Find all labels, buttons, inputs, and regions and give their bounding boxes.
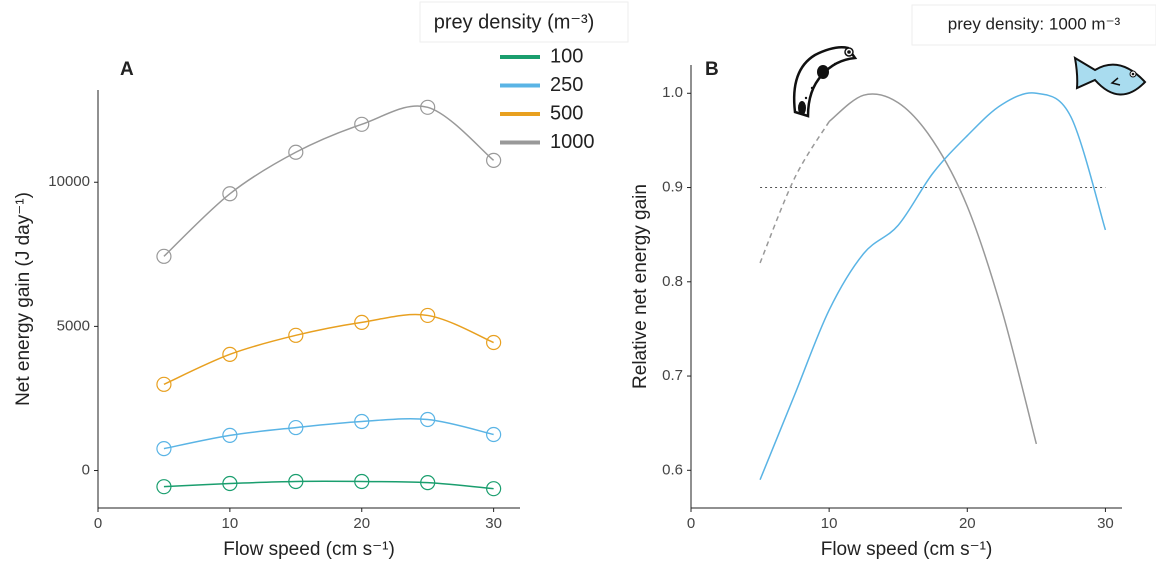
data-point [486, 481, 502, 497]
legend-label: 100 [550, 45, 583, 67]
data-point [420, 411, 436, 428]
y-axis-title: Relative net energy gain [630, 184, 651, 389]
x-tick-label: 10 [821, 515, 838, 532]
data-point [156, 441, 172, 457]
y-tick-label: 0.8 [662, 273, 683, 290]
larva-icon [793, 46, 858, 118]
y-tick-label: 5000 [57, 317, 90, 334]
x-tick-label: 30 [485, 515, 502, 532]
panel-label: A [120, 59, 134, 80]
series-line [163, 480, 494, 490]
y-tick-label: 1.0 [662, 84, 683, 101]
data-point [354, 413, 370, 430]
legend-title-box [419, 1, 629, 43]
data-point [288, 473, 304, 490]
data-point [288, 419, 304, 436]
series-line [163, 417, 494, 450]
y-tick-label: 0.9 [662, 179, 683, 196]
data-point [156, 376, 172, 392]
x-tick-label: 20 [353, 515, 370, 532]
data-point [288, 327, 304, 343]
x-tick-label: 10 [222, 515, 239, 532]
series-line [759, 121, 830, 264]
legend-label: 250 [550, 74, 583, 96]
annotation: prey density: 1000 m⁻³ [948, 14, 1121, 33]
annotation-box [911, 4, 1156, 46]
data-point [486, 152, 502, 168]
series-line [163, 313, 494, 386]
y-tick-label: 0.6 [662, 461, 683, 478]
x-axis-title: Flow speed (cm s⁻¹) [821, 539, 993, 560]
y-tick-label: 0.7 [662, 367, 683, 384]
data-point [222, 475, 238, 492]
data-point [222, 186, 238, 202]
legend-label: 1000 [550, 131, 595, 153]
data-point [420, 99, 436, 115]
x-tick-label: 0 [94, 515, 102, 532]
data-point [288, 144, 304, 160]
legend-label: 500 [550, 102, 583, 124]
data-point [420, 475, 436, 491]
legend-title: prey density (m⁻³) [434, 11, 595, 33]
data-point [486, 334, 502, 351]
panel-label: B [705, 59, 719, 80]
data-point [354, 314, 370, 330]
data-point [486, 426, 502, 443]
data-point [222, 346, 238, 362]
series-line [828, 93, 1038, 445]
data-point [222, 427, 238, 443]
data-point [156, 248, 172, 264]
data-point [420, 307, 436, 324]
y-tick-label: 0 [82, 461, 90, 478]
data-point [354, 473, 370, 490]
data-point [354, 116, 370, 132]
data-point [156, 479, 172, 495]
series-line [163, 105, 495, 257]
x-tick-label: 0 [687, 515, 695, 532]
y-tick-label: 10000 [48, 173, 90, 190]
x-tick-label: 20 [959, 515, 976, 532]
x-axis-title: Flow speed (cm s⁻¹) [223, 539, 395, 560]
series-line [759, 92, 1107, 481]
y-axis-title: Net energy gain (J day⁻¹) [13, 192, 34, 406]
x-tick-label: 30 [1097, 515, 1114, 532]
fish-icon [1073, 56, 1147, 96]
